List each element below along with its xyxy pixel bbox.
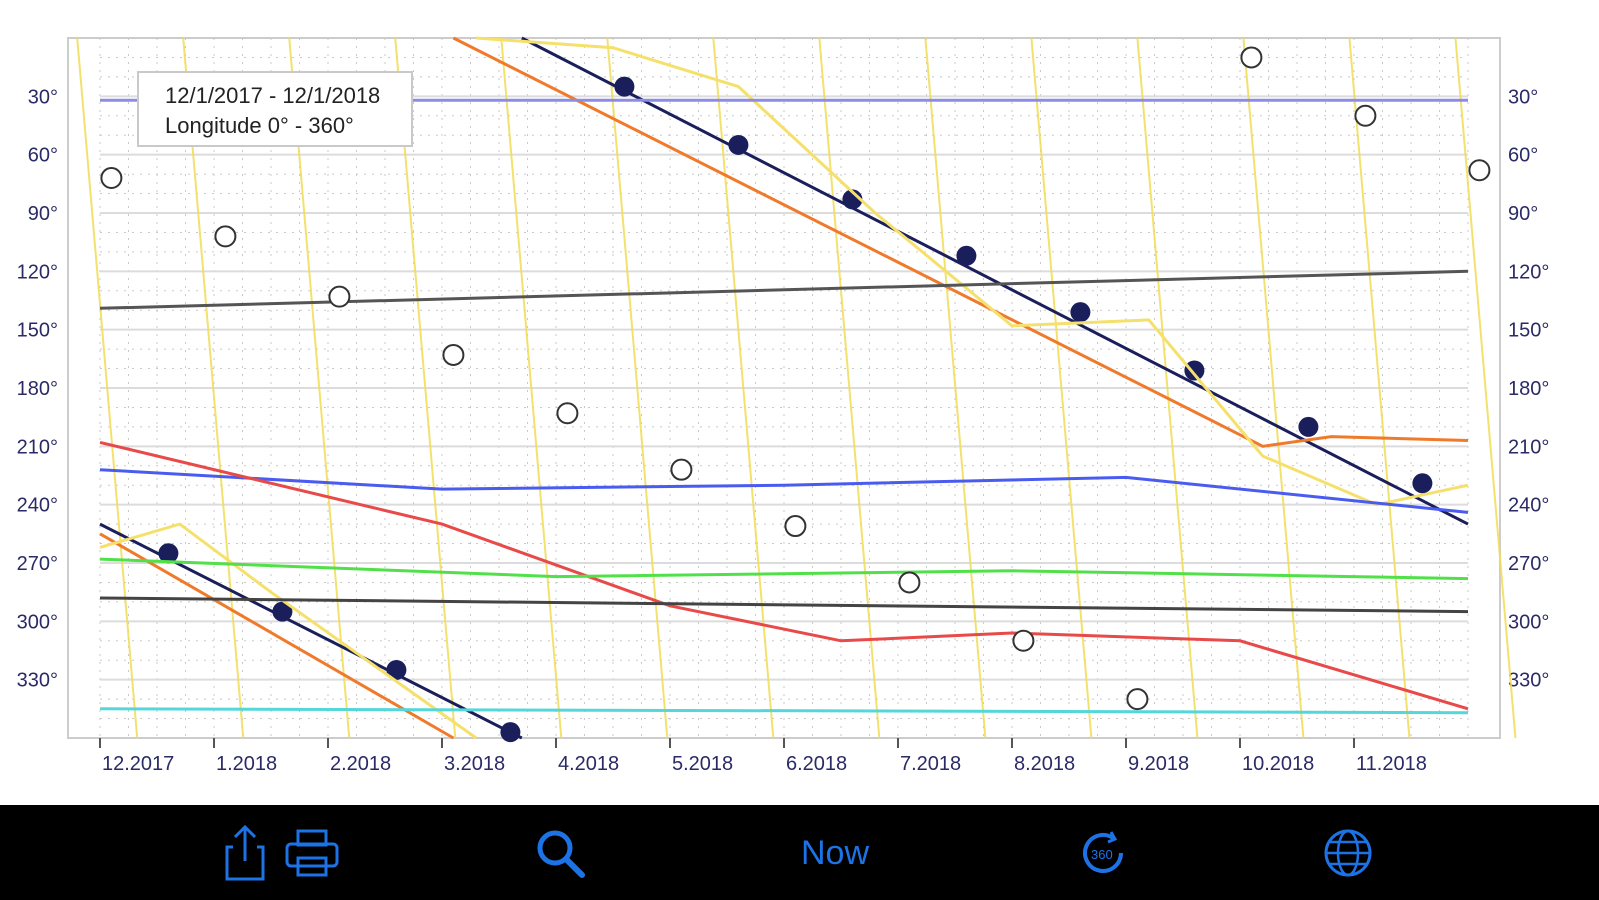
y-tick-label-right: 300°	[1508, 611, 1549, 633]
mars-line	[99, 440, 1469, 711]
y-tick-label-right: 180°	[1508, 378, 1549, 400]
share-icon	[225, 824, 265, 881]
sun-marker	[386, 659, 407, 680]
printer-icon	[285, 829, 339, 877]
pluto-line	[99, 596, 1469, 614]
y-tick-label-left: 120°	[17, 261, 58, 283]
sun-marker	[1070, 302, 1091, 323]
y-tick-label-right: 120°	[1508, 261, 1549, 283]
moon-marker	[100, 167, 123, 189]
y-tick-label-left: 150°	[17, 320, 58, 342]
moon-line	[182, 37, 245, 739]
moon-marker	[784, 515, 807, 538]
moon-marker	[1126, 688, 1149, 711]
moon-line	[818, 37, 881, 739]
moon-marker	[1240, 46, 1263, 69]
search-button[interactable]	[530, 823, 590, 883]
moon-marker	[214, 225, 237, 248]
clock-icon: 360	[1083, 831, 1123, 873]
moon-marker	[670, 458, 693, 481]
moon-marker	[1354, 104, 1377, 127]
sun-marker	[1298, 416, 1319, 437]
x-tick-label: 12.2017	[102, 753, 174, 775]
bottom-toolbar: Now 360	[0, 805, 1599, 900]
moon-line	[1348, 37, 1411, 739]
sun-marker	[614, 76, 635, 97]
y-tick-label-left: 90°	[28, 203, 58, 225]
moon-marker	[1468, 159, 1491, 182]
y-tick-label-left: 180°	[17, 378, 58, 400]
moon-line	[500, 37, 563, 739]
uranus-line	[99, 707, 1469, 715]
x-tick-label: 1.2018	[216, 753, 277, 775]
moon-line	[606, 37, 669, 739]
sun-marker	[272, 601, 293, 622]
sun-marker	[728, 134, 749, 155]
y-tick-label-right: 210°	[1508, 436, 1549, 458]
moon-line	[394, 37, 457, 739]
y-tick-label-right: 330°	[1508, 670, 1549, 692]
x-tick-label: 3.2018	[444, 753, 505, 775]
print-button[interactable]	[282, 823, 342, 883]
moon-line	[76, 37, 139, 739]
moon-line	[1242, 37, 1305, 739]
y-tick-label-left: 300°	[17, 611, 58, 633]
y-tick-label-left: 30°	[28, 86, 58, 108]
moon-line	[1030, 37, 1093, 739]
search-icon	[537, 830, 585, 878]
moon-line	[1454, 37, 1517, 739]
moon-line	[288, 37, 351, 739]
x-tick-label: 4.2018	[558, 753, 619, 775]
sun-marker	[500, 722, 521, 743]
now-button[interactable]: Now	[800, 833, 870, 872]
moon-line	[924, 37, 987, 739]
moon-marker	[1012, 629, 1035, 652]
sun-marker	[842, 189, 863, 210]
sun-marker	[956, 245, 977, 266]
x-tick-label: 5.2018	[672, 753, 733, 775]
x-tick-label: 7.2018	[900, 753, 961, 775]
moon-line	[1136, 37, 1199, 739]
mercury-line	[99, 36, 1469, 740]
moon-marker	[556, 402, 579, 425]
moon-marker	[328, 285, 351, 308]
x-tick-label: 2.2018	[330, 753, 391, 775]
y-tick-label-right: 60°	[1508, 145, 1538, 167]
share-button[interactable]	[220, 823, 270, 883]
sun-marker	[158, 543, 179, 564]
jupiter-line	[99, 468, 1469, 514]
y-tick-label-left: 210°	[17, 436, 58, 458]
venus-line	[99, 36, 1469, 740]
moon-marker	[898, 571, 921, 594]
date-range-box: 12/1/2017 - 12/1/2018 Longitude 0° - 360…	[137, 71, 413, 147]
y-tick-label-left: 240°	[17, 495, 58, 517]
y-tick-label-left: 60°	[28, 145, 58, 167]
time-button[interactable]: 360	[1075, 823, 1131, 883]
moon-line	[712, 37, 775, 739]
globe-icon	[1324, 829, 1372, 877]
y-tick-label-right: 150°	[1508, 320, 1549, 342]
x-tick-label: 8.2018	[1014, 753, 1075, 775]
y-tick-label-right: 30°	[1508, 86, 1538, 108]
x-tick-label: 9.2018	[1128, 753, 1189, 775]
y-tick-label-left: 270°	[17, 553, 58, 575]
y-tick-label-right: 240°	[1508, 495, 1549, 517]
y-tick-label-right: 270°	[1508, 553, 1549, 575]
node-line	[99, 269, 1469, 310]
ephemeris-chart[interactable]: 30° 30° 60° 60° 90° 90° 120° 120° 150° 150° 180° 18…	[0, 0, 1599, 800]
chart-area[interactable]: 30° 30° 60° 60° 90° 90° 120° 120° 150° 150° 180° 18…	[0, 0, 1599, 800]
longitude-range-label: Longitude 0° - 360°	[165, 113, 354, 138]
x-tick-label: 6.2018	[786, 753, 847, 775]
x-tick-label: 10.2018	[1242, 753, 1314, 775]
sun-marker	[1184, 360, 1205, 381]
x-tick-label: 11.2018	[1356, 753, 1427, 775]
date-range-label: 12/1/2017 - 12/1/2018	[165, 83, 381, 108]
sun-marker	[1412, 473, 1433, 494]
y-tick-label-left: 330°	[17, 670, 58, 692]
moon-marker	[442, 343, 465, 366]
y-tick-label-right: 90°	[1508, 203, 1538, 225]
svg-text:360: 360	[1091, 847, 1113, 862]
saturn-line	[99, 557, 1469, 581]
globe-button[interactable]	[1320, 823, 1376, 883]
